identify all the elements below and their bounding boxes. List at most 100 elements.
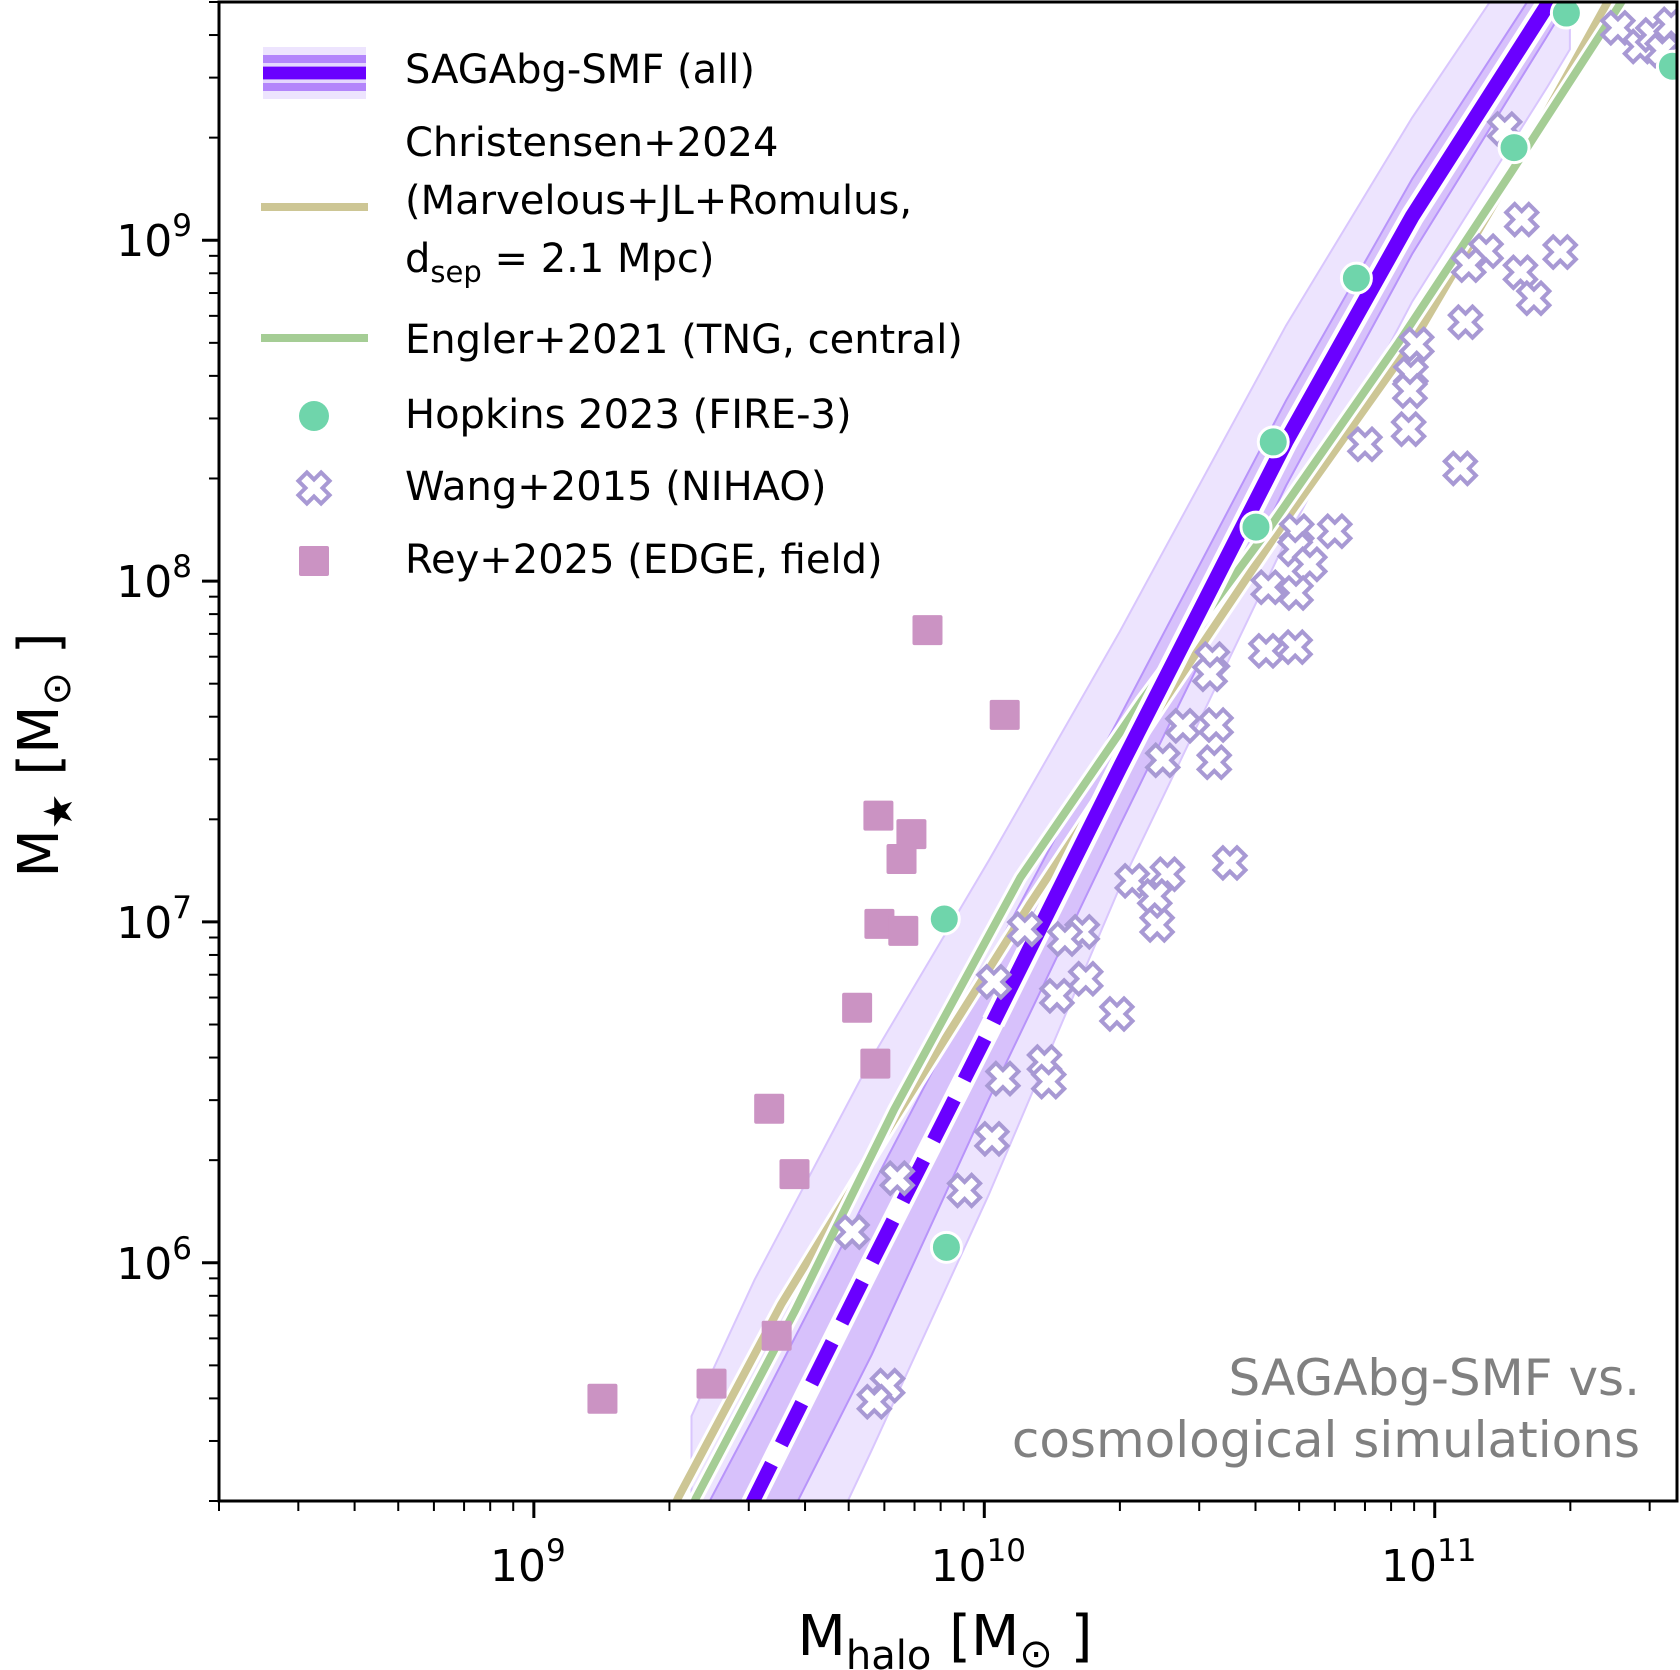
rey-point <box>888 915 919 946</box>
hopkins-point <box>1549 2 1583 30</box>
wang-point <box>1599 9 1637 47</box>
wang-point <box>975 963 1013 1001</box>
legend-item-rey: Rey+2025 (EDGE, field) <box>299 537 883 583</box>
rey-point <box>587 1383 618 1414</box>
x-tick-label: 1011 <box>1381 1533 1476 1592</box>
legend-swatch-gap <box>263 63 366 66</box>
rey-point <box>761 1320 792 1351</box>
wang-point <box>1067 960 1105 998</box>
rey-point <box>860 1048 891 1079</box>
legend-label: SAGAbg-SMF (all) <box>405 47 755 93</box>
wang-point <box>1291 545 1329 583</box>
wang-point <box>1138 906 1176 944</box>
wang-point <box>1502 253 1539 291</box>
wang-point <box>1398 325 1436 363</box>
wang-point <box>1197 706 1235 744</box>
legend-label: Wang+2015 (NIHAO) <box>405 464 826 510</box>
rey-point <box>754 1093 785 1124</box>
axis-ticks: 109 1010 1011 106 107 108 109 <box>116 1 1651 1592</box>
wang-point <box>1038 977 1076 1015</box>
wang-point <box>1391 372 1429 410</box>
annotation: SAGAbg-SMF vs. cosmological simulations <box>1012 1349 1640 1469</box>
hopkins-point <box>1497 131 1531 165</box>
wang-point <box>1098 995 1136 1033</box>
wang-point <box>1046 920 1084 958</box>
legend-label: (Marvelous+JL+Romulus, <box>405 178 912 224</box>
wang-point <box>1030 1063 1068 1101</box>
legend-label: Rey+2025 (EDGE, field) <box>405 537 883 583</box>
rey-point <box>989 699 1020 730</box>
wang-point <box>1247 632 1285 670</box>
y-tick-label: 107 <box>116 890 192 949</box>
wang-point <box>1450 246 1488 284</box>
legend-swatch-gap <box>263 80 366 83</box>
legend-label: Engler+2021 (TNG, central) <box>405 317 963 363</box>
legend-marker-wang <box>295 469 333 507</box>
model-lines <box>668 2 1630 1501</box>
wang-point <box>1211 844 1249 882</box>
wang-point <box>833 1213 871 1251</box>
legend-swatch-line <box>263 67 366 79</box>
scatter-points <box>587 2 1677 1421</box>
rey-point <box>696 1368 727 1399</box>
y-axis-label: M★ [M⊙ ] <box>7 632 82 877</box>
y-tick-label: 108 <box>116 549 192 608</box>
legend: SAGAbg-SMF (all) Christensen+2024 (Marvelo… <box>261 47 963 583</box>
wang-point <box>878 1159 916 1197</box>
wang-point <box>1144 741 1182 779</box>
legend-label: Christensen+2024 <box>405 120 778 166</box>
y-tick-label: 109 <box>116 208 192 267</box>
y-tick-label: 106 <box>116 1231 192 1290</box>
wang-point <box>1390 410 1428 448</box>
wang-point <box>1447 303 1484 341</box>
rey-point <box>886 843 917 874</box>
legend-item-hopkins: Hopkins 2023 (FIRE-3) <box>299 392 852 438</box>
legend-label: Hopkins 2023 (FIRE-3) <box>405 392 852 438</box>
legend-item-wang: Wang+2015 (NIHAO) <box>295 464 826 510</box>
wang-point <box>946 1172 983 1209</box>
legend-marker-rey <box>299 546 329 576</box>
wang-point <box>855 1383 893 1421</box>
wang-point <box>1006 910 1044 948</box>
rey-point <box>842 992 873 1023</box>
hopkins-point <box>1339 261 1373 295</box>
hopkins-point <box>927 902 961 936</box>
hopkins-point <box>1655 49 1677 83</box>
rey-point <box>896 819 927 850</box>
wang-point <box>1136 877 1174 915</box>
wang-point <box>1346 425 1384 463</box>
wang-point <box>1515 279 1553 317</box>
wang-point <box>1316 512 1354 550</box>
plot-frame <box>217 0 1679 1503</box>
legend-label: dsep = 2.1 Mpc) <box>405 236 715 289</box>
wang-point <box>1277 574 1315 612</box>
x-axis-label: Mhalo [M⊙ ] <box>798 1604 1093 1670</box>
sagabg-dashed-outline <box>740 1017 1004 1501</box>
wang-point <box>1191 655 1229 693</box>
sagabg-solid-line <box>986 2 1558 1026</box>
wang-point <box>1195 743 1233 781</box>
rey-point <box>912 615 943 646</box>
legend-item-sagabg: SAGAbg-SMF (all) <box>263 47 755 99</box>
rey-point <box>863 800 894 831</box>
hopkins-point <box>1239 510 1273 544</box>
legend-item-engler: Engler+2021 (TNG, central) <box>261 317 963 363</box>
hopkins-point <box>1256 425 1290 459</box>
wang-point <box>1276 628 1314 666</box>
rey-point <box>779 1159 810 1190</box>
wang-point <box>1249 568 1287 606</box>
x-tick-label: 109 <box>490 1533 566 1592</box>
wang-point <box>973 1120 1011 1158</box>
rey-point <box>864 908 895 939</box>
legend-item-christensen: Christensen+2024 (Marvelous+JL+Romulus, ds… <box>261 120 912 289</box>
legend-marker-hopkins <box>299 401 329 431</box>
wang-point <box>1503 201 1541 238</box>
wang-point <box>1541 233 1579 271</box>
wang-point <box>1441 450 1479 487</box>
wang-point <box>1164 707 1202 745</box>
plot-border <box>217 0 1679 1503</box>
wang-point <box>1652 5 1677 43</box>
x-tick-label: 1010 <box>931 1533 1026 1592</box>
hopkins-point <box>929 1230 963 1264</box>
